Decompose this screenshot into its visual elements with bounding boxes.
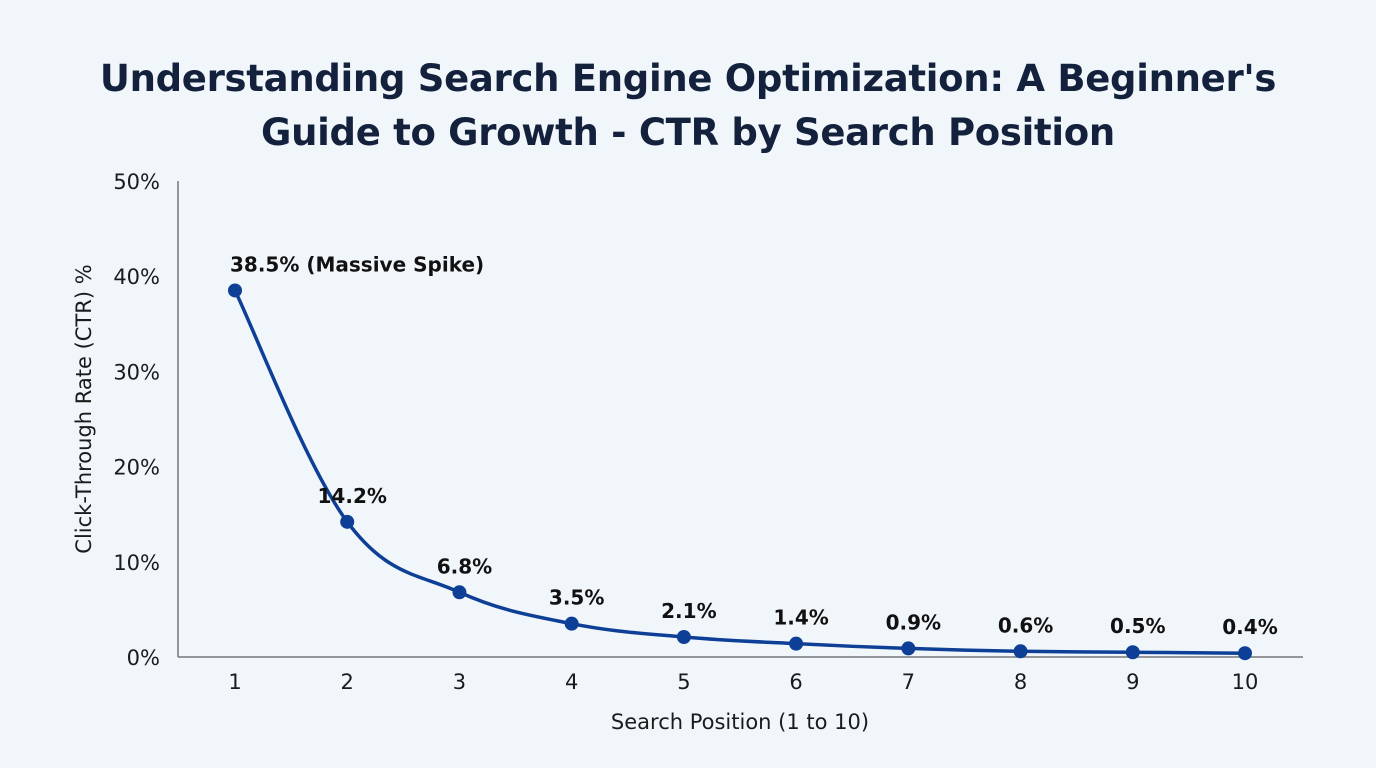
data-label: 6.8% [437,554,492,578]
data-point [564,616,579,631]
x-tick-label: 6 [789,670,802,694]
data-label: 0.5% [1110,614,1165,638]
x-tick-label: 5 [677,670,690,694]
x-tick-label: 3 [453,670,466,694]
data-label: 0.4% [1222,615,1277,639]
y-tick-label: 40% [113,265,160,289]
data-point [1125,645,1140,660]
x-tick-label: 7 [902,670,915,694]
x-tick-labels: 1 2 3 4 5 6 7 8 9 10 [228,670,1258,694]
y-tick-label: 30% [113,360,160,384]
data-point [789,636,804,651]
x-tick-label: 8 [1014,670,1027,694]
data-label: 0.6% [998,613,1053,637]
x-axis-title: Search Position (1 to 10) [611,710,869,734]
data-point [452,585,467,600]
data-label: 3.5% [549,586,604,610]
ctr-series-line [233,288,1247,655]
data-label: 38.5% (Massive Spike) [230,252,484,276]
chart-title: Understanding Search Engine Optimization… [0,52,1376,160]
data-point [228,283,242,298]
y-tick-label: 0% [127,646,160,670]
x-tick-label: 1 [228,670,241,694]
data-point [340,514,355,529]
chart-title-line-2: Guide to Growth - CTR by Search Position [261,111,1115,154]
data-point [901,641,916,656]
x-tick-label: 9 [1126,670,1139,694]
x-tick-label: 2 [341,670,354,694]
data-points [228,283,1252,661]
x-tick-label: 10 [1232,670,1259,694]
data-point [1013,644,1028,659]
data-label: 0.9% [886,610,941,634]
y-axis-title: Click-Through Rate (CTR) % [72,264,96,553]
x-tick-label: 4 [565,670,578,694]
data-label: 1.4% [773,606,828,630]
data-labels: 38.5% (Massive Spike) 14.2% 6.8% 3.5% 2.1% 1.… [230,252,1278,639]
y-tick-labels: 0% 10% 20% 30% 40% 50% [113,170,160,670]
data-point [676,630,691,645]
chart-title-line-1: Understanding Search Engine Optimization… [99,57,1277,100]
y-tick-label: 50% [113,170,160,194]
data-label: 14.2% [318,484,387,508]
y-tick-label: 20% [113,456,160,480]
data-point [1238,646,1252,661]
data-label: 2.1% [661,599,716,623]
y-tick-label: 10% [113,551,160,575]
